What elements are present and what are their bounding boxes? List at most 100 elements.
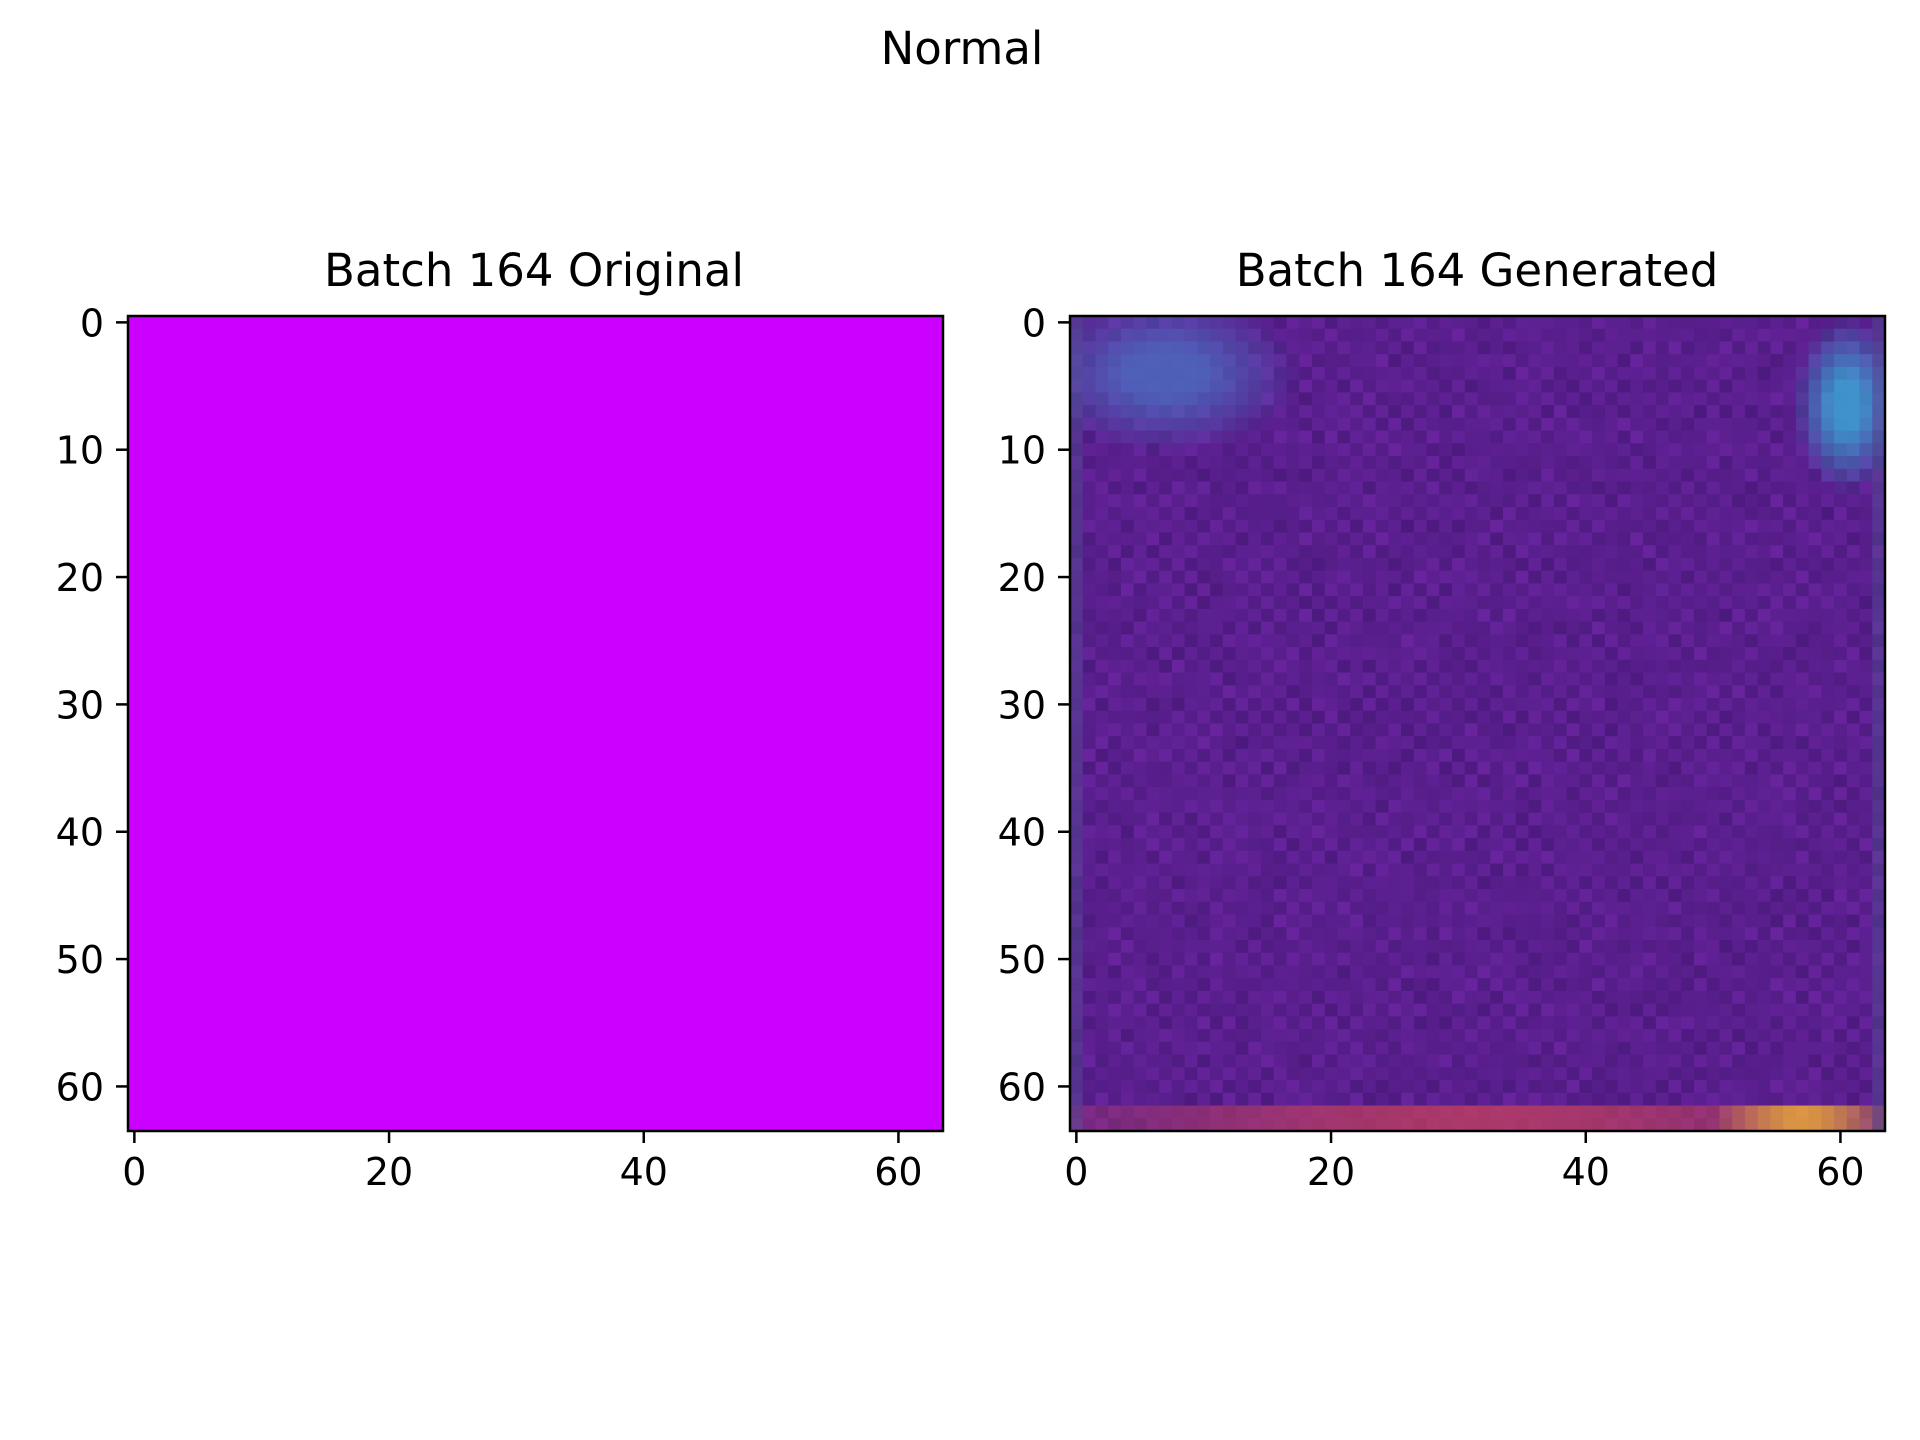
generated-pixel (1070, 1080, 1084, 1094)
generated-pixel (1579, 583, 1593, 597)
generated-pixel (1324, 417, 1339, 432)
generated-pixel (1235, 557, 1249, 572)
generated-pixel (1630, 341, 1644, 355)
generated-pixel (1541, 366, 1555, 381)
generated-pixel (1261, 570, 1275, 585)
generated-pixel (1655, 723, 1670, 737)
generated-pixel (1375, 647, 1389, 661)
generated-pixel (1592, 914, 1606, 928)
generated-pixel (1108, 468, 1122, 483)
generated-pixel (1120, 443, 1135, 457)
generated-pixel (1210, 927, 1224, 941)
generated-pixel (1197, 354, 1211, 368)
generated-pixel (1120, 1016, 1135, 1030)
generated-pixel (1120, 710, 1135, 725)
generated-pixel (1515, 889, 1530, 903)
generated-pixel (1808, 621, 1822, 635)
generated-pixel (1388, 1080, 1402, 1094)
generated-pixel (1821, 825, 1835, 839)
generated-pixel (1171, 392, 1186, 406)
generated-pixel (1693, 316, 1708, 330)
generated-pixel (1566, 889, 1580, 903)
generated-pixel (1859, 634, 1873, 648)
generated-pixel (1273, 672, 1288, 686)
generated-pixel (1273, 889, 1288, 903)
generated-pixel (1261, 761, 1275, 776)
generated-pixel (1222, 328, 1237, 343)
generated-pixel (1732, 863, 1746, 877)
generated-pixel (1095, 532, 1109, 546)
generated-pixel (1770, 787, 1784, 801)
generated-pixel (1120, 1054, 1135, 1068)
generated-pixel (1286, 774, 1300, 788)
generated-pixel (1133, 1041, 1147, 1056)
generated-pixel (1630, 1067, 1644, 1081)
generated-pixel (1273, 545, 1288, 559)
generated-pixel (1528, 978, 1542, 992)
generated-pixel (1197, 914, 1211, 928)
generated-pixel (1808, 532, 1822, 546)
generated-pixel (1477, 443, 1491, 457)
generated-pixel (1413, 405, 1428, 419)
generated-pixel (1834, 532, 1848, 546)
generated-pixel (1184, 736, 1198, 750)
generated-pixel (1566, 1016, 1580, 1030)
generated-pixel (1502, 557, 1517, 572)
generated-pixel (1235, 519, 1249, 534)
generated-pixel (1579, 1003, 1593, 1017)
generated-pixel (1362, 519, 1377, 534)
generated-pixel (1604, 812, 1619, 826)
generated-pixel (1375, 366, 1389, 381)
generated-pixel (1350, 748, 1364, 763)
generated-pixel (1553, 965, 1568, 979)
generated-pixel (1834, 417, 1848, 432)
generated-pixel (1515, 939, 1530, 954)
generated-pixel (1592, 532, 1606, 546)
generated-pixel (1490, 838, 1504, 852)
generated-pixel (1095, 430, 1109, 444)
generated-pixel (1846, 698, 1861, 712)
generated-pixel (1184, 939, 1198, 954)
generated-pixel (1311, 990, 1326, 1005)
generated-pixel (1655, 876, 1670, 890)
generated-pixel (1273, 850, 1288, 865)
generated-pixel (1604, 532, 1619, 546)
generated-pixel (1744, 507, 1759, 521)
generated-pixel (1795, 914, 1810, 928)
generated-pixel (1184, 379, 1198, 393)
generated-pixel (1350, 710, 1364, 725)
generated-pixel (1082, 494, 1097, 508)
generated-pixel (1108, 532, 1122, 546)
generated-pixel (1681, 787, 1695, 801)
generated-pixel (1210, 825, 1224, 839)
generated-pixel (1439, 443, 1453, 457)
generated-pixel (1541, 1029, 1555, 1043)
generated-pixel (1235, 430, 1249, 444)
generated-pixel (1783, 507, 1797, 521)
generated-pixel (1821, 583, 1835, 597)
generated-pixel (1592, 366, 1606, 381)
generated-pixel (1579, 341, 1593, 355)
generated-pixel (1617, 1067, 1631, 1081)
generated-pixel (1592, 850, 1606, 865)
generated-pixel (1783, 1092, 1797, 1107)
generated-pixel (1502, 481, 1517, 495)
generated-pixel (1133, 379, 1147, 393)
generated-pixel (1439, 978, 1453, 992)
generated-pixel (1515, 698, 1530, 712)
generated-pixel (1770, 889, 1784, 903)
generated-pixel (1770, 494, 1784, 508)
generated-pixel (1362, 659, 1377, 674)
generated-pixel (1388, 876, 1402, 890)
generated-pixel (1693, 1118, 1708, 1132)
generated-pixel (1070, 825, 1084, 839)
generated-pixel (1477, 557, 1491, 572)
generated-pixel (1630, 914, 1644, 928)
generated-pixel (1120, 927, 1135, 941)
generated-pixel (1668, 532, 1682, 546)
generated-pixel (1643, 850, 1657, 865)
generated-pixel (1082, 456, 1097, 470)
generated-pixel (1452, 532, 1466, 546)
generated-pixel (1553, 341, 1568, 355)
generated-pixel (1362, 1054, 1377, 1068)
